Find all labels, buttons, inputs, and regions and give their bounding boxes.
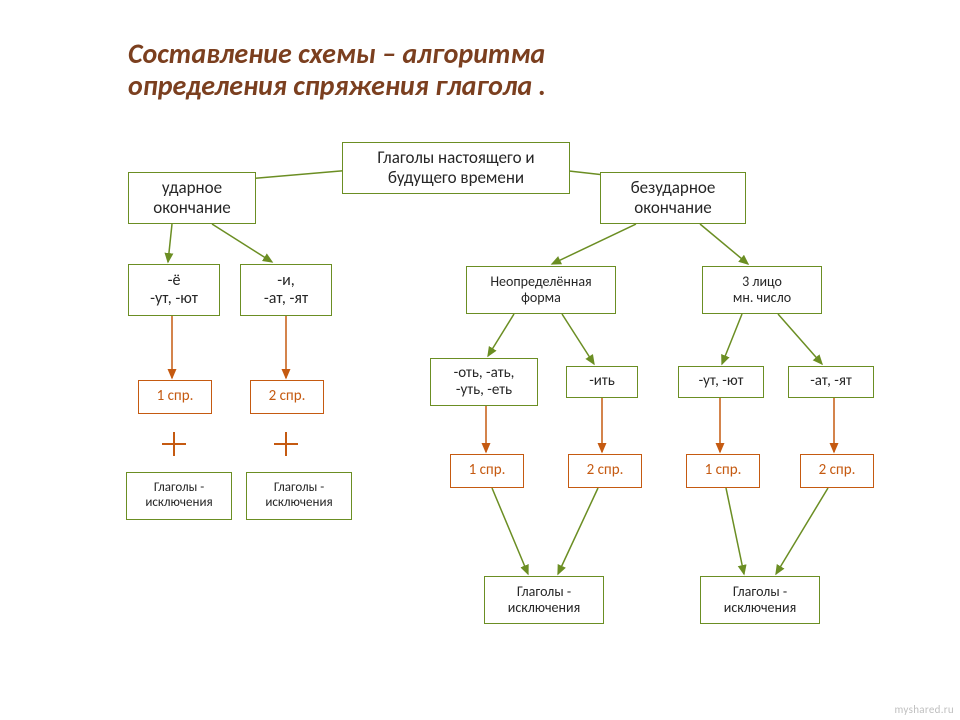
slide-title: Составление схемы – алгоритма определени… [128, 38, 546, 102]
box-inf: Неопределённаяформа [466, 266, 616, 314]
box-exc1: Глаголы -исключения [126, 472, 232, 520]
box-ut: -ут, -ют [678, 366, 764, 398]
title-line2: определения спряжения глагола . [128, 68, 546, 103]
box-s1a: 1 спр. [138, 380, 212, 414]
box-exc3: Глаголы -исключения [484, 576, 604, 624]
box-s2a: 2 спр. [250, 380, 324, 414]
box-s2b: 2 спр. [568, 454, 642, 488]
box-ot: -оть, -ать,-уть, -еть [430, 358, 538, 406]
slide: Составление схемы – алгоритма определени… [0, 0, 960, 720]
box-stressed: ударноеокончание [128, 172, 256, 224]
box-root: Глаголы настоящего ибудущего времени [342, 142, 570, 194]
box-s1b: 1 спр. [450, 454, 524, 488]
box-exc4: Глаголы -исключения [700, 576, 820, 624]
box-at: -ат, -ят [788, 366, 874, 398]
plus-icon [162, 432, 186, 456]
box-s1c: 1 спр. [686, 454, 760, 488]
box-exc2: Глаголы -исключения [246, 472, 352, 520]
box-pl3: 3 лицомн. число [702, 266, 822, 314]
box-it: -ить [566, 366, 638, 398]
watermark: myshared.ru [895, 703, 954, 716]
box-s2c: 2 спр. [800, 454, 874, 488]
title-line1: Составление схемы – алгоритма [128, 36, 545, 71]
plus-icon [274, 432, 298, 456]
box-unstressed: безударноеокончание [600, 172, 746, 224]
box-i: -и,-ат, -ят [240, 264, 332, 316]
box-e: -ё-ут, -ют [128, 264, 220, 316]
